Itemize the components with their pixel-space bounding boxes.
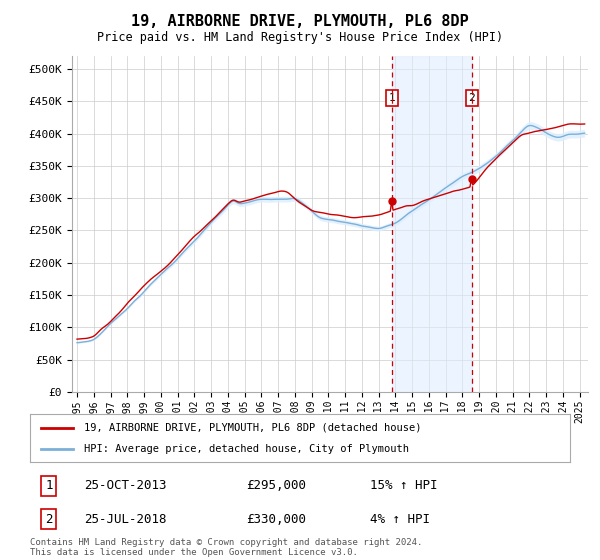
Text: 25-OCT-2013: 25-OCT-2013 [84, 479, 167, 492]
Text: Contains HM Land Registry data © Crown copyright and database right 2024.
This d: Contains HM Land Registry data © Crown c… [30, 538, 422, 557]
Text: 2: 2 [469, 93, 475, 103]
Text: 19, AIRBORNE DRIVE, PLYMOUTH, PL6 8DP: 19, AIRBORNE DRIVE, PLYMOUTH, PL6 8DP [131, 14, 469, 29]
Text: 1: 1 [45, 479, 53, 492]
Text: 4% ↑ HPI: 4% ↑ HPI [370, 513, 430, 526]
Bar [392, 56, 472, 392]
Text: 19, AIRBORNE DRIVE, PLYMOUTH, PL6 8DP (detached house): 19, AIRBORNE DRIVE, PLYMOUTH, PL6 8DP (d… [84, 423, 421, 433]
Text: 15% ↑ HPI: 15% ↑ HPI [370, 479, 438, 492]
Text: HPI: Average price, detached house, City of Plymouth: HPI: Average price, detached house, City… [84, 444, 409, 454]
Text: 1: 1 [389, 93, 395, 103]
Text: £330,000: £330,000 [246, 513, 306, 526]
Text: Price paid vs. HM Land Registry's House Price Index (HPI): Price paid vs. HM Land Registry's House … [97, 31, 503, 44]
Text: 25-JUL-2018: 25-JUL-2018 [84, 513, 167, 526]
Text: 2: 2 [45, 513, 53, 526]
Text: £295,000: £295,000 [246, 479, 306, 492]
